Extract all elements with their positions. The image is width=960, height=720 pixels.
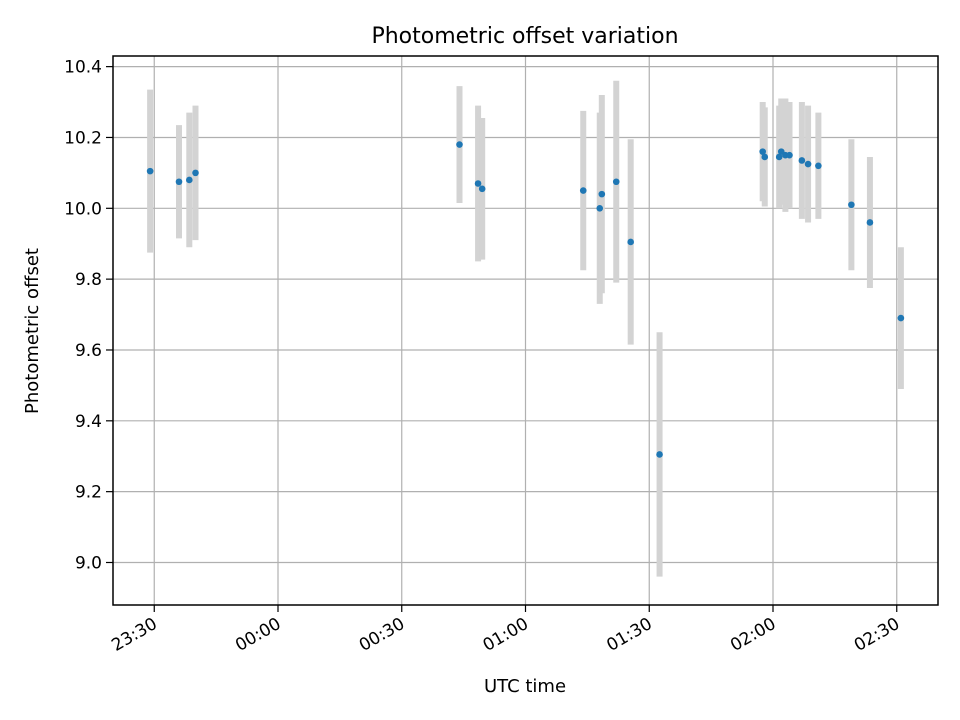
data-point (474, 180, 482, 187)
x-axis: 23:30 00:00 00:30 01:00 01:30 02:00 02:30 (108, 605, 903, 656)
data-point (848, 201, 855, 209)
data-point (761, 153, 769, 161)
data-point (598, 190, 606, 198)
y-tick-label: 9.8 (75, 270, 102, 290)
y-tick-label: 10.2 (64, 128, 102, 148)
data-point (627, 238, 634, 246)
data-point (612, 178, 620, 186)
x-tick-label: 00:00 (232, 614, 284, 656)
data-point (897, 314, 905, 322)
x-tick-label: 01:30 (603, 614, 655, 656)
chart-title: Photometric offset variation (371, 24, 678, 49)
y-tick-label: 9.0 (75, 553, 102, 573)
y-tick-label: 9.6 (75, 341, 102, 361)
data-point (786, 151, 793, 159)
y-axis: 9.0 9.2 9.4 9.6 9.8 10.0 10.2 10.4 (64, 58, 113, 573)
x-axis-label: UTC time (484, 676, 566, 697)
y-tick-label: 10.0 (64, 199, 102, 219)
data-point (579, 187, 587, 194)
data-point (596, 205, 604, 212)
y-tick-label: 9.4 (75, 412, 102, 432)
x-tick-label: 02:00 (727, 614, 779, 656)
data-point (815, 162, 822, 170)
x-tick-label: 02:30 (851, 614, 903, 656)
data-point (804, 160, 812, 168)
y-tick-label: 10.4 (64, 58, 102, 78)
data-point (192, 169, 199, 177)
data-point (656, 451, 663, 458)
x-tick-label: 23:30 (108, 614, 160, 656)
y-axis-label: Photometric offset (22, 248, 43, 414)
data-point (146, 167, 154, 175)
x-tick-label: 00:30 (356, 614, 408, 656)
data-point (775, 153, 783, 161)
data-point (175, 178, 183, 186)
data-points (146, 141, 905, 458)
grid (113, 56, 938, 605)
data-point (759, 148, 766, 155)
x-tick-label: 01:00 (480, 614, 532, 656)
data-point (186, 176, 193, 184)
y-tick-label: 9.2 (75, 483, 102, 503)
data-point (866, 219, 874, 226)
data-point (478, 185, 486, 193)
data-point (798, 157, 806, 164)
data-point (456, 141, 463, 148)
